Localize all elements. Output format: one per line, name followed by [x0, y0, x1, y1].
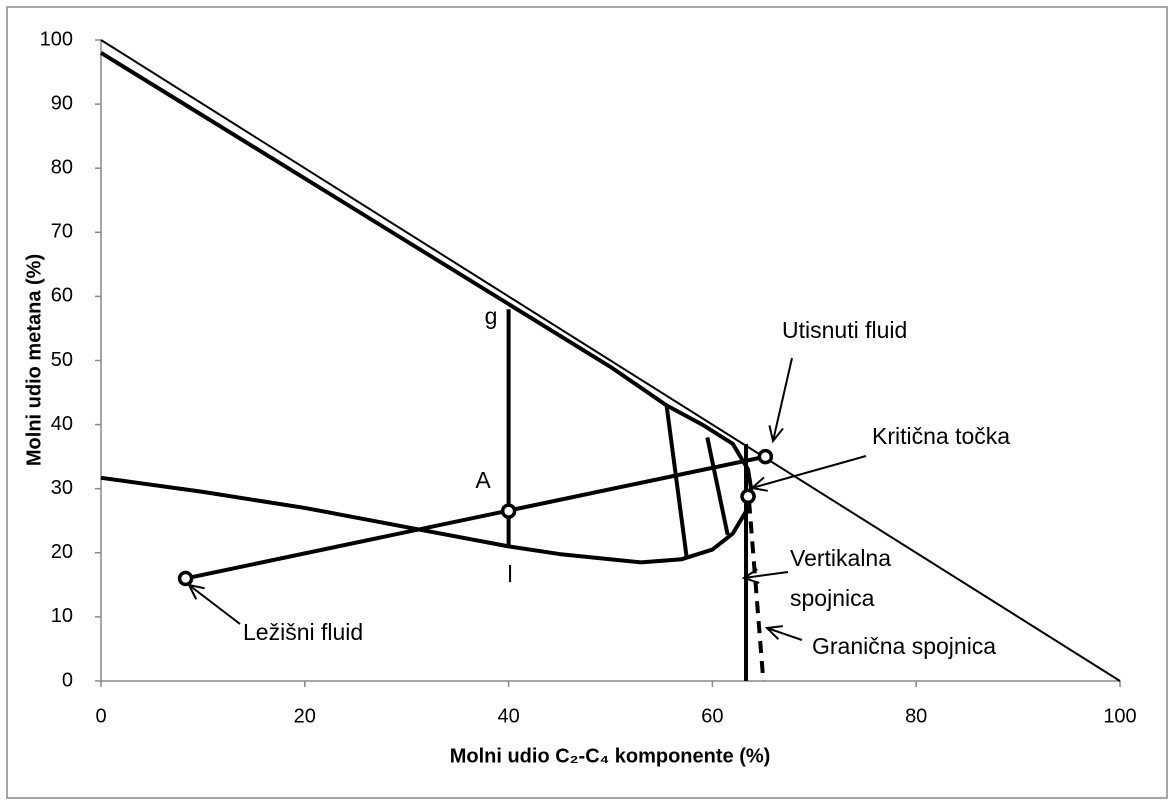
annotation: Kritična točka — [872, 423, 1010, 449]
x-tick-label: 0 — [95, 705, 106, 727]
y-tick-label: 70 — [51, 221, 73, 243]
y-tick-label: 30 — [51, 477, 73, 499]
y-axis-title: Molni udio metana (%) — [23, 254, 45, 466]
x-tick-label: 80 — [905, 705, 927, 727]
annotation: Utisnuti fluid — [782, 317, 907, 343]
annotation: Vertikalna — [790, 545, 891, 571]
annotation: g — [485, 303, 498, 329]
y-tick-label: 10 — [51, 605, 73, 627]
annotation: A — [475, 467, 491, 493]
x-tick-label: 20 — [294, 705, 316, 727]
x-axis-title: Molni udio C₂-C₄ komponente (%) — [450, 745, 771, 767]
y-tick-label: 80 — [51, 156, 73, 178]
arrow-head — [768, 425, 784, 444]
y-tick-label: 60 — [51, 285, 73, 307]
point-marker — [500, 503, 517, 519]
arrow-head — [741, 568, 760, 584]
annotation: Granična spojnica — [812, 633, 996, 659]
point-marker — [740, 488, 756, 505]
annotation-arrow — [751, 455, 867, 489]
arrow-head — [187, 583, 205, 600]
y-tick-label: 20 — [51, 541, 73, 563]
annotation-arrow — [772, 357, 793, 442]
x-tick-label: 60 — [701, 705, 723, 727]
annotation-arrow — [743, 571, 789, 579]
x-tick-label: 40 — [497, 705, 519, 727]
point-marker — [757, 448, 774, 465]
y-tick-label: 90 — [51, 92, 73, 114]
annotation: l — [507, 561, 512, 587]
y-tick-label: 0 — [62, 669, 73, 691]
annotation: Ležišni fluid — [243, 619, 363, 645]
x-tick-label: 100 — [1103, 705, 1136, 727]
chart-frame — [6, 6, 1168, 799]
annotation-arrow — [188, 584, 241, 625]
annotation-arrow — [766, 627, 803, 641]
annotation: spojnica — [790, 585, 875, 611]
arrow-head — [749, 476, 768, 492]
line-series — [705, 437, 730, 536]
y-tick-label: 100 — [40, 28, 73, 50]
arrow-head — [764, 625, 784, 640]
y-tick-label: 50 — [51, 349, 73, 371]
line-series — [100, 39, 1121, 682]
point-marker — [177, 570, 194, 587]
line-series — [664, 405, 689, 560]
y-tick-label: 40 — [51, 413, 73, 435]
line-series — [185, 454, 766, 581]
